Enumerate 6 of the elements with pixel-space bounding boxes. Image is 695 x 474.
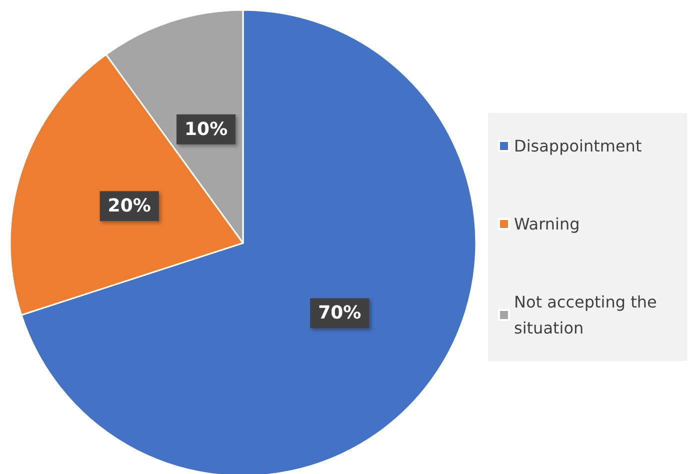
legend-label: Not accepting the situation <box>514 292 662 338</box>
data-label: 20% <box>108 196 151 217</box>
legend-label: Warning <box>514 214 580 234</box>
data-label: 70% <box>318 302 362 324</box>
legend-label: Disappointment <box>514 136 642 156</box>
data-label: 10% <box>184 118 228 140</box>
